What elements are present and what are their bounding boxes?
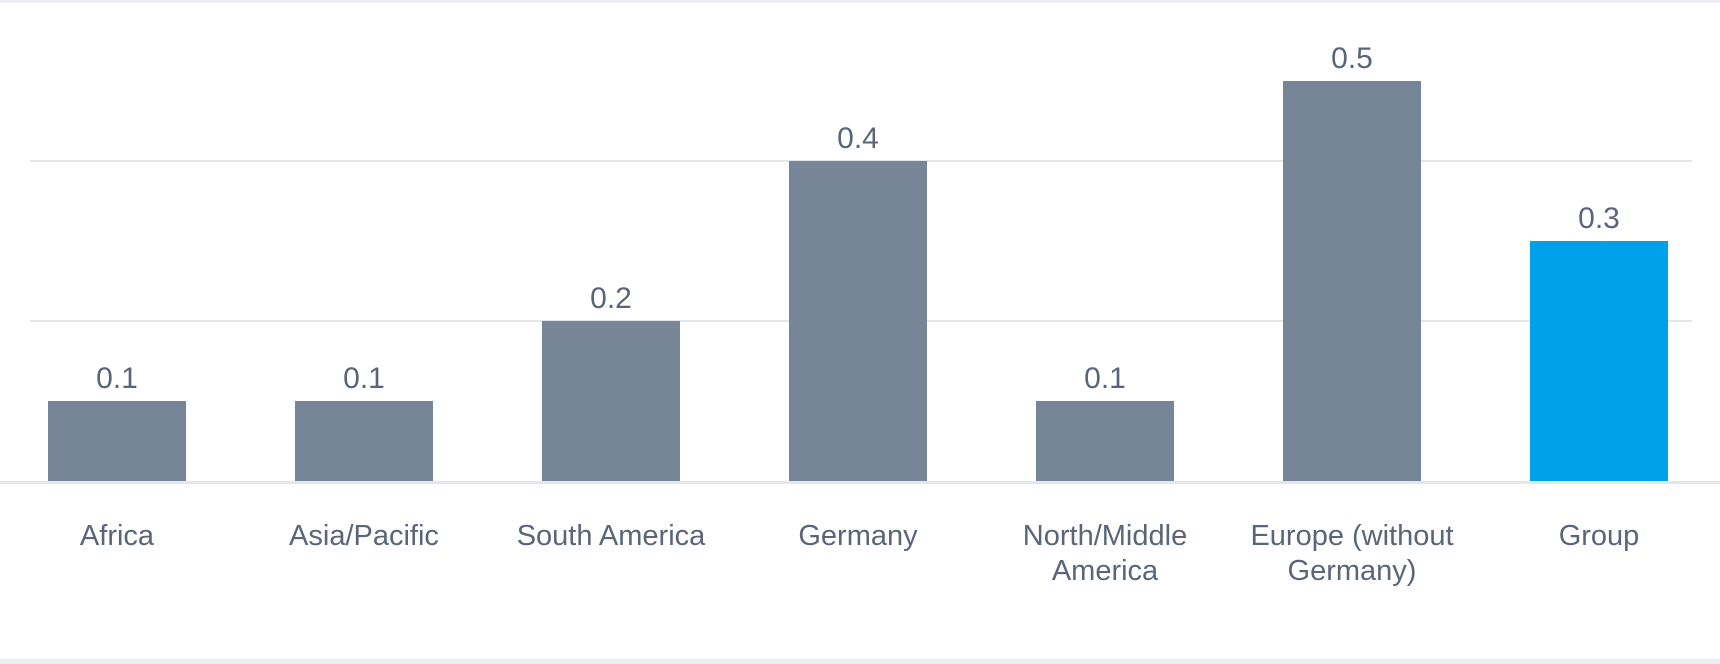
bar-value-label: 0.1: [1084, 362, 1126, 395]
bar-value-label: 0.4: [837, 122, 879, 155]
category-label: North/Middle America: [1023, 520, 1187, 587]
bar: [542, 321, 680, 481]
bar-value-label: 0.3: [1578, 202, 1620, 235]
category-label: Europe (without Germany): [1250, 520, 1453, 587]
category-label: Asia/Pacific: [289, 520, 439, 552]
value-labels: 0.1 0.1 0.2 0.4 0.1 0.5 0.3: [96, 42, 1620, 395]
bar-value-label: 0.2: [590, 282, 632, 315]
category-label: Germany: [798, 520, 918, 552]
category-labels: Africa Asia/Pacific South America Germany No…: [80, 520, 1639, 587]
bar: [1530, 241, 1668, 481]
category-label: Africa: [80, 520, 155, 552]
bar: [295, 401, 433, 481]
category-label-line: Asia/Pacific: [289, 520, 439, 552]
category-label-line: Group: [1559, 520, 1640, 552]
bar: [48, 401, 186, 481]
category-label-line: South America: [517, 520, 706, 552]
bar-value-label: 0.1: [343, 362, 385, 395]
bar-value-label: 0.1: [96, 362, 138, 395]
category-label: South America: [517, 520, 706, 552]
bar: [1283, 81, 1421, 481]
category-label-line: Germany: [798, 520, 918, 552]
bar: [789, 161, 927, 481]
category-label-line: North/Middle: [1023, 520, 1187, 552]
category-label-line: America: [1052, 555, 1159, 587]
category-label-line: Africa: [80, 520, 155, 552]
bar-value-label: 0.5: [1331, 42, 1373, 75]
category-label-line: Germany): [1288, 555, 1417, 587]
category-label-line: Europe (without: [1250, 520, 1453, 552]
bars: [48, 81, 1668, 481]
category-label: Group: [1559, 520, 1640, 552]
bar: [1036, 401, 1174, 481]
